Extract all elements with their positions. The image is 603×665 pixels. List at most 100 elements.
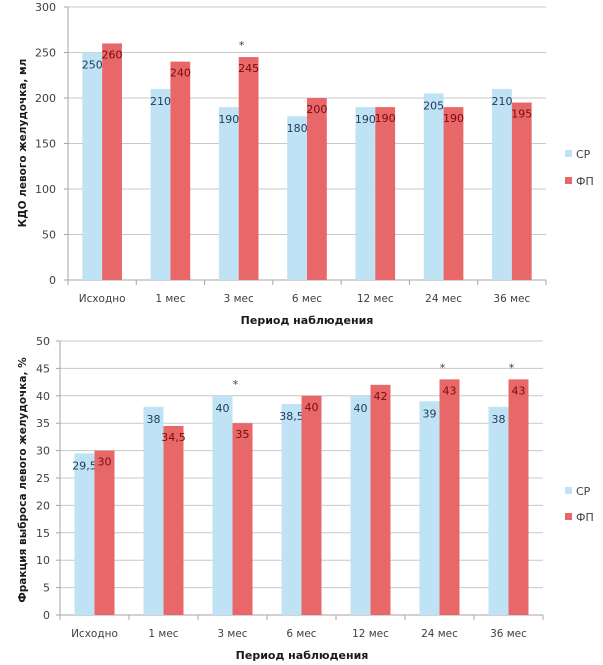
legend: СР ФП [565,485,594,524]
legend-swatch-sr [565,487,572,494]
bar-fp [511,102,532,280]
y-tick-label: 100 [35,183,56,196]
x-tick-label: 24 мес [425,293,462,305]
y-tick-label: 150 [35,138,56,151]
bar-sr [281,404,302,615]
bar-sr [218,107,239,280]
y-tick-label: 25 [36,472,50,485]
bar-fp [301,395,322,615]
x-axis-title: Период наблюдения [241,314,374,327]
chart-lv-edv: КДО левого желудочка, мл Период наблюден… [17,1,594,327]
data-label-fp: 200 [306,103,327,116]
x-tick-label: 6 мес [286,628,316,640]
bar-sr [419,401,440,615]
x-tick-label: 12 мес [357,293,394,305]
data-label-sr: 38 [146,413,160,426]
y-tick-label: 40 [36,390,50,403]
significance-mark: * [239,39,245,52]
data-label-sr: 205 [423,99,444,112]
data-label-fp: 34,5 [161,431,186,444]
data-label-sr: 40 [353,402,367,415]
bar-fp [232,423,253,615]
y-tick-label: 250 [35,47,56,60]
y-tick-label: 10 [36,554,50,567]
bar-fp [443,107,464,280]
bar-sr [212,395,233,615]
bar-sr [488,406,509,615]
data-label-fp: 190 [443,112,464,125]
x-tick-label: 36 мес [490,628,527,640]
legend: СР ФП [565,148,594,188]
y-tick-label: 35 [36,417,50,430]
chart-lv-ef: Фракция выброса левого желудочка, % Пери… [17,335,594,662]
data-label-sr: 180 [287,122,308,135]
data-label-sr: 38 [491,413,505,426]
x-tick-label: 1 мес [155,293,185,305]
x-tick-label: 12 мес [352,628,389,640]
significance-mark: * [509,361,515,374]
bar-fp [375,107,396,280]
y-tick-label: 0 [49,274,56,287]
bar-fp [439,379,460,615]
bar-sr [355,107,376,280]
y-axis-title: КДО левого желудочка, мл [17,59,29,228]
y-tick-label: 200 [35,92,56,105]
bar-sr [423,93,444,280]
x-tick-label: 24 мес [421,628,458,640]
bar-sr [74,453,95,615]
legend-label-fp: ФП [576,175,594,188]
data-label-fp: 35 [236,428,250,441]
data-label-fp: 43 [512,384,526,397]
data-label-sr: 190 [218,113,239,126]
x-tick-label: Исходно [79,293,126,305]
data-label-sr: 190 [355,113,376,126]
bar-fp [508,379,529,615]
data-label-fp: 30 [98,456,112,469]
bar-fp [370,384,391,615]
data-label-sr: 29,5 [72,459,97,472]
x-tick-label: 3 мес [217,628,247,640]
data-label-sr: 210 [491,95,512,108]
y-tick-label: 50 [42,229,56,242]
x-tick-label: 36 мес [493,293,530,305]
y-tick-label: 20 [36,499,50,512]
y-tick-label: 30 [36,445,50,458]
legend-label-sr: СР [576,148,591,161]
data-label-fp: 245 [238,62,259,75]
bar-fp [163,425,184,615]
y-tick-label: 0 [43,609,50,622]
bar-fp [170,61,191,280]
significance-mark: * [440,361,446,374]
bar-sr [150,88,171,281]
bar-fp [94,450,115,615]
data-label-fp: 43 [443,384,457,397]
data-label-fp: 240 [170,67,191,80]
legend-swatch-fp [565,513,572,520]
data-label-fp: 195 [511,108,532,121]
legend-swatch-fp [565,177,572,184]
data-label-fp: 42 [374,390,388,403]
y-tick-label: 5 [43,582,50,595]
bar-fp [307,98,327,280]
bar-sr [350,395,371,615]
x-tick-label: 1 мес [148,628,178,640]
bar-fp [102,43,122,281]
x-tick-label: 6 мес [292,293,322,305]
data-label-sr: 38,5 [279,410,304,423]
x-axis-title: Период наблюдения [236,649,369,662]
data-label-fp: 260 [102,48,123,61]
y-axis-title: Фракция выброса левого желудочка, % [17,357,29,603]
y-tick-label: 45 [36,362,50,375]
legend-label-fp: ФП [576,511,594,524]
x-tick-label: 3 мес [224,293,254,305]
y-tick-label: 15 [36,527,50,540]
legend-label-sr: СР [576,485,591,498]
bar-fp [238,57,259,280]
y-tick-label: 300 [35,1,56,14]
bar-sr [143,406,164,615]
x-tick-label: Исходно [71,628,118,640]
data-label-sr: 39 [422,407,436,420]
legend-swatch-sr [565,150,572,157]
data-label-fp: 190 [375,112,396,125]
